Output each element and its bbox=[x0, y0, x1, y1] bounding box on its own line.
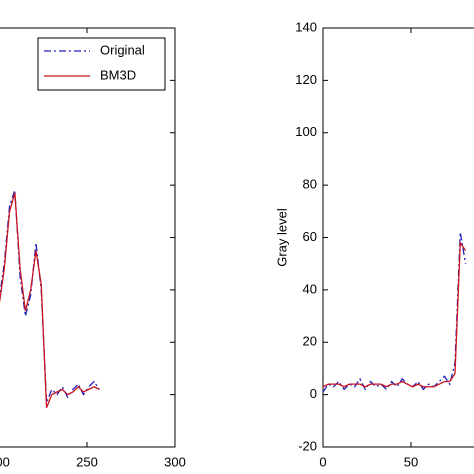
x-tick-label: 300 bbox=[164, 454, 186, 469]
y-tick-label: 80 bbox=[303, 177, 317, 192]
y-tick-label: 60 bbox=[303, 229, 317, 244]
legend-label: Original bbox=[100, 42, 145, 57]
legend-box bbox=[37, 37, 166, 91]
y-axis-label: Gray level bbox=[274, 208, 289, 267]
x-tick-label: 250 bbox=[76, 454, 98, 469]
series-line bbox=[0, 192, 100, 408]
y-tick-label: 0 bbox=[310, 386, 317, 401]
legend-label: BM3D bbox=[100, 67, 136, 82]
y-tick-label: 20 bbox=[303, 334, 317, 349]
y-tick-label: -20 bbox=[298, 438, 317, 453]
plot-frame bbox=[0, 27, 176, 448]
y-tick-label: 120 bbox=[295, 72, 317, 87]
x-tick-label: 200 bbox=[0, 454, 10, 469]
series-line bbox=[322, 232, 467, 393]
series-line bbox=[322, 240, 467, 388]
x-tick-label: 50 bbox=[404, 454, 418, 469]
x-tick-label: 0 bbox=[319, 454, 326, 469]
series-line bbox=[0, 190, 100, 403]
y-tick-label: 140 bbox=[295, 19, 317, 34]
y-tick-label: 40 bbox=[303, 281, 317, 296]
y-tick-label: 100 bbox=[295, 124, 317, 139]
